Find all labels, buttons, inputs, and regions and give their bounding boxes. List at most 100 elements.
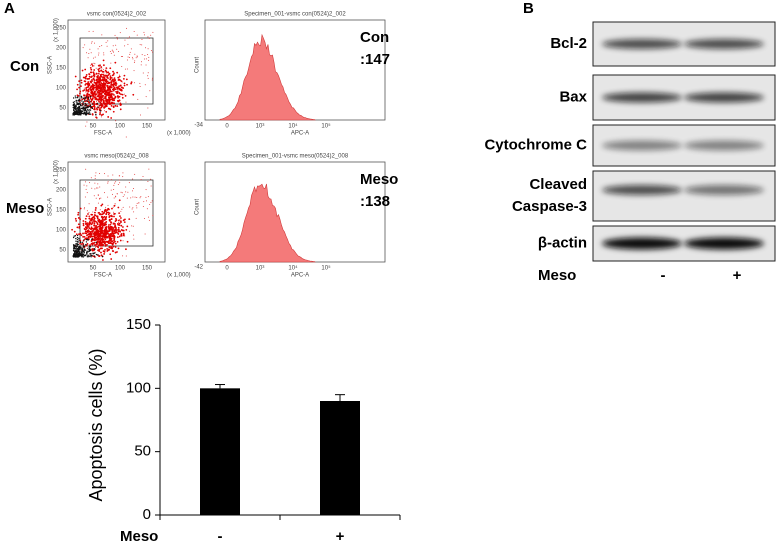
dot xyxy=(97,99,100,101)
dot xyxy=(147,77,149,79)
dot xyxy=(95,207,97,209)
dot xyxy=(117,76,120,79)
dot xyxy=(100,251,102,254)
dot xyxy=(118,88,121,91)
dot xyxy=(76,88,78,91)
dot xyxy=(77,223,80,226)
dot xyxy=(93,62,95,64)
dot xyxy=(88,30,90,32)
dot xyxy=(79,101,81,104)
dot xyxy=(130,81,133,84)
dot xyxy=(112,80,115,83)
dot xyxy=(141,44,143,46)
dot xyxy=(104,90,106,93)
dot xyxy=(96,223,99,226)
dot xyxy=(81,256,83,258)
dot xyxy=(107,233,110,235)
dot xyxy=(102,73,105,76)
dot xyxy=(110,258,113,260)
dot xyxy=(107,211,110,214)
dot xyxy=(91,235,94,238)
dot xyxy=(78,233,80,236)
dot xyxy=(94,251,96,253)
dot xyxy=(83,87,85,89)
dot xyxy=(87,106,89,109)
dot xyxy=(96,216,99,219)
dot xyxy=(81,241,83,244)
lane-title: Meso xyxy=(538,267,576,284)
dot xyxy=(99,113,101,116)
annotation: :147 xyxy=(360,51,390,68)
dot xyxy=(127,43,129,45)
dot xyxy=(114,225,117,228)
dot xyxy=(104,237,106,239)
dot xyxy=(83,184,85,186)
dot xyxy=(73,245,75,247)
dot xyxy=(132,196,134,198)
dot xyxy=(125,255,127,257)
dot xyxy=(100,69,103,72)
dot xyxy=(141,54,143,56)
dot xyxy=(110,83,113,86)
dot xyxy=(113,237,116,240)
dot xyxy=(76,242,78,245)
tick-label: 250 xyxy=(56,168,67,174)
dot xyxy=(99,234,102,237)
dot xyxy=(104,217,107,220)
dot xyxy=(104,238,107,241)
tick-label: -42 xyxy=(194,265,203,271)
dot xyxy=(109,75,112,78)
dot xyxy=(101,78,104,81)
dot xyxy=(132,93,135,96)
dot xyxy=(112,50,114,52)
dot xyxy=(148,37,150,39)
dot xyxy=(112,99,115,102)
gate xyxy=(79,179,154,247)
dot xyxy=(79,207,82,210)
y-tick-label: 150 xyxy=(126,316,151,333)
dot xyxy=(116,38,118,40)
dot xyxy=(93,79,95,81)
dot xyxy=(135,57,137,59)
dot xyxy=(124,93,126,95)
dot xyxy=(98,64,100,66)
y-tick-label: 100 xyxy=(126,379,151,396)
dot xyxy=(76,251,78,254)
dot xyxy=(93,96,96,99)
dot xyxy=(90,76,93,79)
dot xyxy=(99,45,101,47)
dot xyxy=(122,233,125,236)
dot xyxy=(87,235,90,238)
dot xyxy=(77,248,79,250)
blot-label: Caspase-3 xyxy=(512,198,587,215)
dot xyxy=(93,232,96,235)
dot xyxy=(85,244,87,247)
dot xyxy=(86,256,89,258)
dot xyxy=(97,187,99,189)
dot xyxy=(100,230,102,232)
dot xyxy=(95,172,97,174)
dot xyxy=(114,104,117,107)
dot xyxy=(89,101,91,103)
dot xyxy=(101,98,104,101)
dot xyxy=(101,215,103,218)
dot xyxy=(100,197,102,199)
dot xyxy=(95,85,98,88)
dot xyxy=(88,53,90,55)
dot xyxy=(90,64,92,66)
dot xyxy=(94,243,96,246)
tick-label: 10⁵ xyxy=(321,265,331,272)
scale-note: (x 1,000) xyxy=(167,131,191,137)
dot xyxy=(90,92,93,95)
dot xyxy=(73,107,75,110)
dot xyxy=(112,110,115,113)
dot xyxy=(88,75,91,78)
dot xyxy=(77,110,79,113)
dot xyxy=(94,236,96,239)
dot xyxy=(109,253,112,256)
dot xyxy=(93,72,95,75)
dot xyxy=(98,104,101,107)
dot xyxy=(87,77,90,80)
dot xyxy=(108,94,111,97)
dot xyxy=(104,230,107,233)
